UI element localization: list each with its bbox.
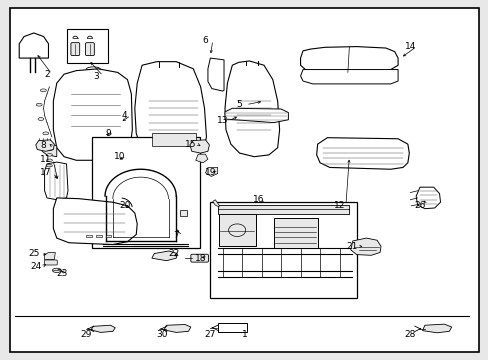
Bar [86, 234, 92, 237]
FancyBboxPatch shape [85, 42, 94, 55]
Polygon shape [53, 198, 137, 244]
Text: 29: 29 [80, 330, 92, 339]
Polygon shape [36, 140, 54, 151]
Bar [219, 214, 255, 246]
Text: 19: 19 [204, 168, 216, 177]
Ellipse shape [36, 103, 42, 106]
Ellipse shape [46, 143, 52, 145]
Text: 17: 17 [40, 168, 52, 177]
Text: 14: 14 [404, 42, 415, 51]
Text: 12: 12 [333, 201, 345, 210]
Polygon shape [19, 33, 48, 58]
Polygon shape [135, 62, 206, 160]
Ellipse shape [38, 118, 44, 121]
Text: 15: 15 [185, 140, 196, 149]
Polygon shape [422, 324, 451, 333]
Polygon shape [189, 140, 209, 153]
Text: 11: 11 [40, 155, 52, 164]
Text: 28: 28 [404, 330, 415, 339]
Polygon shape [300, 69, 397, 84]
Text: 2: 2 [44, 70, 50, 79]
Bar [180, 210, 186, 216]
FancyBboxPatch shape [190, 254, 208, 262]
Text: 25: 25 [28, 249, 40, 258]
Bar [92, 137, 199, 248]
Text: 30: 30 [156, 330, 167, 339]
Text: 27: 27 [204, 330, 216, 339]
Polygon shape [207, 58, 224, 91]
Polygon shape [163, 324, 190, 332]
Polygon shape [195, 154, 207, 163]
Text: 3: 3 [93, 72, 99, 81]
Ellipse shape [46, 154, 52, 156]
Polygon shape [316, 138, 408, 169]
Bar [217, 205, 348, 214]
Bar [105, 234, 111, 237]
Text: 26: 26 [413, 201, 425, 210]
Text: 13: 13 [216, 116, 228, 125]
Bar [210, 202, 356, 298]
Text: 5: 5 [236, 100, 242, 109]
Text: 9: 9 [105, 129, 111, 138]
Bar [152, 134, 195, 146]
Ellipse shape [52, 268, 61, 273]
Polygon shape [205, 167, 217, 176]
Text: 24: 24 [31, 262, 42, 271]
Polygon shape [91, 325, 115, 332]
Polygon shape [44, 162, 68, 200]
Bar [273, 218, 317, 248]
Polygon shape [224, 108, 288, 123]
Text: 16: 16 [253, 195, 264, 204]
Polygon shape [53, 69, 132, 160]
Ellipse shape [46, 165, 52, 167]
Polygon shape [350, 238, 380, 255]
FancyBboxPatch shape [71, 42, 80, 55]
Ellipse shape [46, 159, 52, 162]
Text: 10: 10 [114, 152, 125, 161]
Polygon shape [300, 46, 397, 73]
Text: 1: 1 [241, 330, 247, 339]
Bar [15, 15, 468, 316]
Bar [66, 30, 108, 63]
Polygon shape [152, 251, 177, 261]
FancyBboxPatch shape [44, 260, 57, 265]
Text: 22: 22 [168, 249, 179, 258]
Text: 6: 6 [202, 36, 208, 45]
Bar [96, 234, 102, 237]
Text: 4: 4 [121, 111, 126, 120]
Text: 8: 8 [41, 141, 46, 150]
Polygon shape [212, 200, 219, 207]
Polygon shape [44, 252, 55, 260]
Text: 18: 18 [194, 255, 206, 264]
Ellipse shape [46, 148, 52, 151]
Ellipse shape [41, 89, 46, 92]
Polygon shape [224, 61, 279, 157]
Ellipse shape [43, 132, 49, 135]
Polygon shape [42, 140, 57, 157]
Bar [217, 323, 246, 332]
Text: 7: 7 [173, 231, 179, 240]
Text: 20: 20 [119, 201, 130, 210]
Text: 23: 23 [56, 269, 67, 278]
Text: 21: 21 [346, 242, 357, 251]
Polygon shape [415, 187, 440, 209]
